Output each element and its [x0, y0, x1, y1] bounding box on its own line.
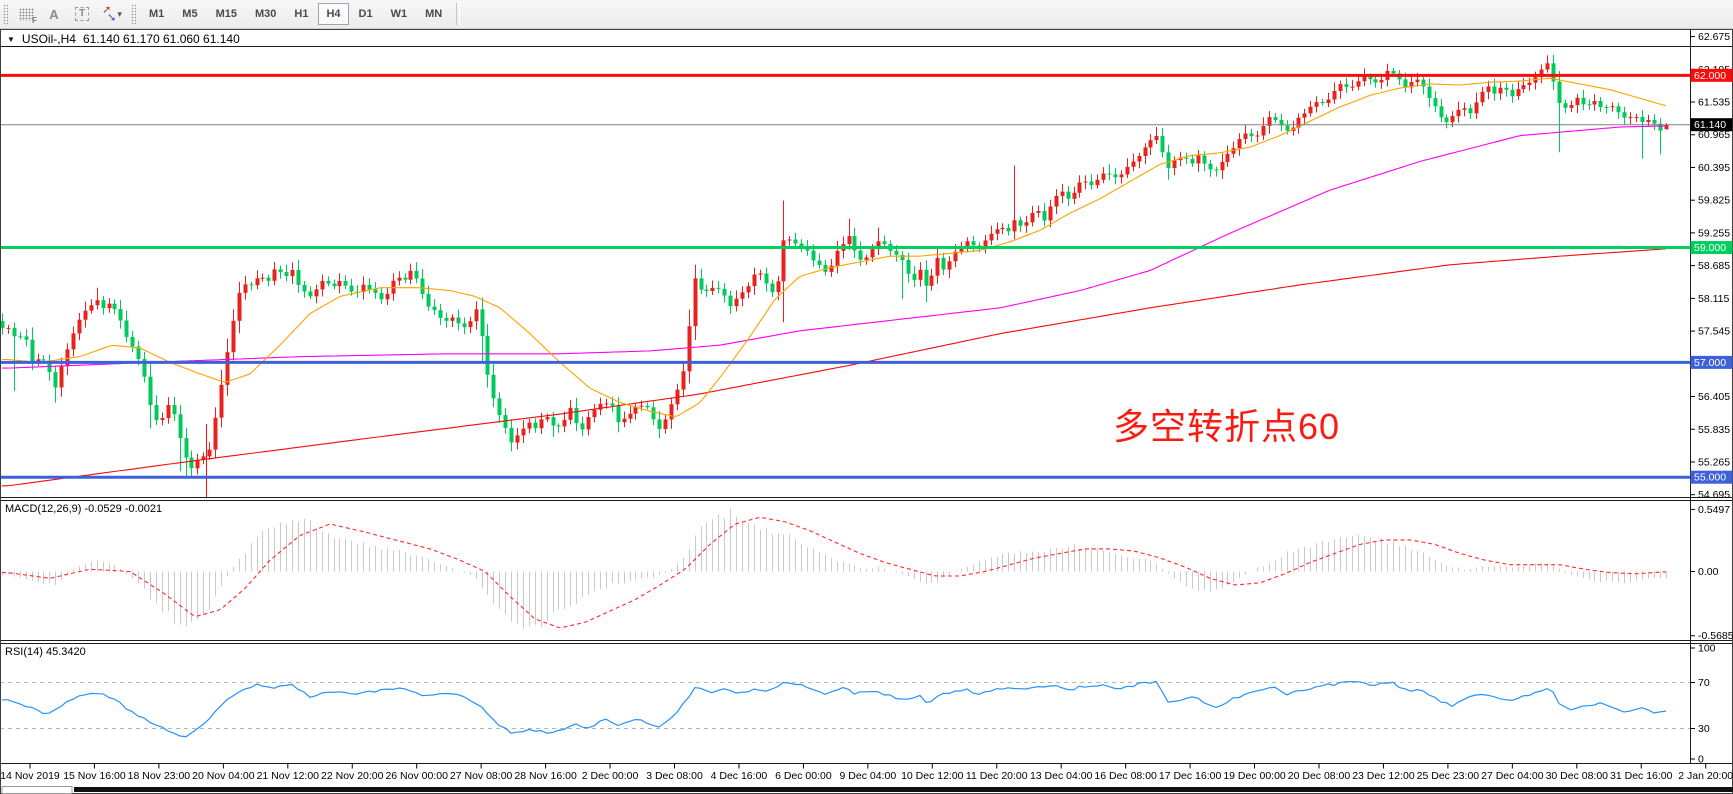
chart-symbol-period: USOil-,H4 [21, 32, 76, 46]
time-axis-label: 20 Dec 08:00 [1288, 770, 1351, 782]
price-level-badge-label: 57.000 [1694, 357, 1726, 369]
price-axis-tick-label: 56.405 [1698, 391, 1730, 403]
time-axis-label: 3 Dec 08:00 [646, 770, 703, 782]
macd-axis-label: -0.5685 [1698, 630, 1733, 642]
price-level-badge [1690, 470, 1733, 484]
time-axis-label: 20 Nov 04:00 [192, 770, 255, 782]
price-axis-tick-label: 57.545 [1698, 326, 1730, 338]
rsi-axis-label: 30 [1698, 723, 1710, 735]
timeframe-button-M15[interactable]: M15 [208, 3, 245, 25]
price-level-badge-label: 55.000 [1694, 472, 1726, 484]
time-axis-label: 13 Dec 04:00 [1030, 770, 1093, 782]
timeframe-button-MN[interactable]: MN [417, 3, 450, 25]
price-axis-tick-label: 55.835 [1698, 424, 1730, 436]
time-axis-label: 27 Dec 04:00 [1481, 770, 1544, 782]
macd-indicator-label: MACD(12,26,9) -0.0529 -0.0021 [5, 503, 163, 515]
rsi-axis-label: 0 [1698, 754, 1704, 766]
price-level-badge-label: 61.140 [1694, 119, 1726, 131]
price-level-badge [1690, 355, 1733, 369]
price-axis-tick-label: 60.395 [1698, 162, 1730, 174]
chart-ohlc-values: 61.140 61.170 61.060 61.140 [82, 32, 240, 46]
time-axis-label: 30 Dec 08:00 [1546, 770, 1609, 782]
price-level-badge [1690, 118, 1733, 132]
price-level-badge [1690, 68, 1733, 82]
time-axis-label: 18 Nov 23:00 [128, 770, 191, 782]
price-axis-tick-label: 58.115 [1698, 293, 1729, 305]
time-axis-label: 15 Nov 16:00 [63, 770, 126, 782]
price-axis-tick-label: 59.825 [1698, 195, 1730, 207]
timeframe-button-M1[interactable]: M1 [141, 3, 172, 25]
timeframe-button-H4[interactable]: H4 [318, 3, 349, 25]
timeframe-button-M5[interactable]: M5 [174, 3, 205, 25]
chart-title: ▼ USOil-,H4 61.140 61.170 61.060 61.140 [7, 32, 240, 46]
price-axis-tick-label: 62.675 [1698, 31, 1730, 43]
time-axis-label: 11 Dec 20:00 [966, 770, 1028, 782]
fibonacci-icon[interactable]: F [12, 2, 40, 26]
macd-axis-label: 0.5497 [1698, 504, 1730, 516]
rsi-indicator-label: RSI(14) 45.3420 [5, 646, 86, 658]
scrollbar-stub[interactable] [1, 786, 73, 794]
time-axis-label: 10 Dec 12:00 [901, 770, 964, 782]
time-axis-label: 21 Nov 12:00 [257, 770, 320, 782]
rsi-line [2, 680, 1667, 738]
time-axis-label: 14 Nov 2019 [0, 770, 60, 782]
timeframe-button-M30[interactable]: M30 [247, 3, 284, 25]
slow-ma-line [2, 248, 1667, 487]
time-axis-label: 28 Nov 16:00 [514, 770, 577, 782]
rsi-axis-label: 70 [1698, 677, 1710, 689]
price-level-badge [1690, 241, 1733, 255]
time-axis-label: 17 Dec 16:00 [1159, 770, 1222, 782]
toolbar-grip-2[interactable] [131, 4, 136, 24]
time-axis-label: 9 Dec 04:00 [840, 770, 897, 782]
timeframe-button-group: M1 M5 M15 M30 H1 H4 D1 W1 MN [140, 3, 451, 25]
time-axis-label: 4 Dec 16:00 [711, 770, 768, 782]
time-axis-label: 16 Dec 08:00 [1094, 770, 1157, 782]
toolbar-separator [456, 3, 461, 25]
timeframe-button-H1[interactable]: H1 [286, 3, 316, 25]
fast-ma-line [2, 77, 1667, 418]
text-label-icon[interactable]: A [49, 6, 59, 22]
macd-axis-label: 0.00 [1698, 566, 1719, 578]
price-axis-tick-label: 60.965 [1698, 129, 1730, 141]
rsi-axis-label: 100 [1698, 643, 1716, 655]
price-axis-tick-label: 59.255 [1698, 227, 1730, 239]
chart-annotation-text: 多空转折点60 [1113, 406, 1341, 447]
time-axis-label: 6 Dec 00:00 [775, 770, 832, 782]
price-axis-tick-label: 61.535 [1698, 97, 1730, 109]
time-axis-label: 26 Nov 00:00 [385, 770, 448, 782]
price-axis-tick-label: 58.685 [1698, 260, 1730, 272]
time-axis-label: 25 Dec 23:00 [1417, 770, 1480, 782]
time-axis-label: 2 Jan 20:00 [1678, 770, 1733, 782]
time-axis-label: 2 Dec 00:00 [582, 770, 639, 782]
chart-background [0, 29, 1733, 794]
fibonacci-letter: F [32, 16, 37, 25]
text-icon[interactable]: T [68, 2, 96, 26]
time-axis-label: 27 Nov 08:00 [450, 770, 513, 782]
main-toolbar: F A T ➚ ➘ ▾ M1 M5 M15 M30 H1 H4 D1 W1 MN [0, 0, 1733, 29]
timeframe-button-D1[interactable]: D1 [351, 3, 381, 25]
toolbar-grip[interactable] [3, 4, 8, 24]
price-level-badge-label: 59.000 [1694, 242, 1726, 254]
fibonacci-grid-glyph [18, 7, 34, 21]
arrows-icon[interactable]: ➚ ➘ ▾ [102, 4, 122, 24]
macd-signal-line [2, 517, 1667, 629]
time-axis-label: 22 Nov 20:00 [321, 770, 384, 782]
time-axis-label: 31 Dec 16:00 [1610, 770, 1673, 782]
timeframe-button-W1[interactable]: W1 [383, 3, 416, 25]
price-axis-tick-label: 55.265 [1698, 456, 1730, 468]
time-axis-label: 23 Dec 12:00 [1352, 770, 1415, 782]
price-axis-tick-label: 54.695 [1698, 489, 1730, 501]
arrows-dropdown-caret[interactable]: ▾ [117, 8, 122, 19]
time-axis-label: 19 Dec 00:00 [1223, 770, 1286, 782]
price-level-badge-label: 62.000 [1694, 70, 1726, 82]
symbol-collapse-icon[interactable]: ▼ [7, 34, 15, 44]
medium-ma-line [2, 125, 1667, 369]
macd-histogram [2, 508, 1667, 629]
window-bottom-bar [74, 787, 1733, 792]
